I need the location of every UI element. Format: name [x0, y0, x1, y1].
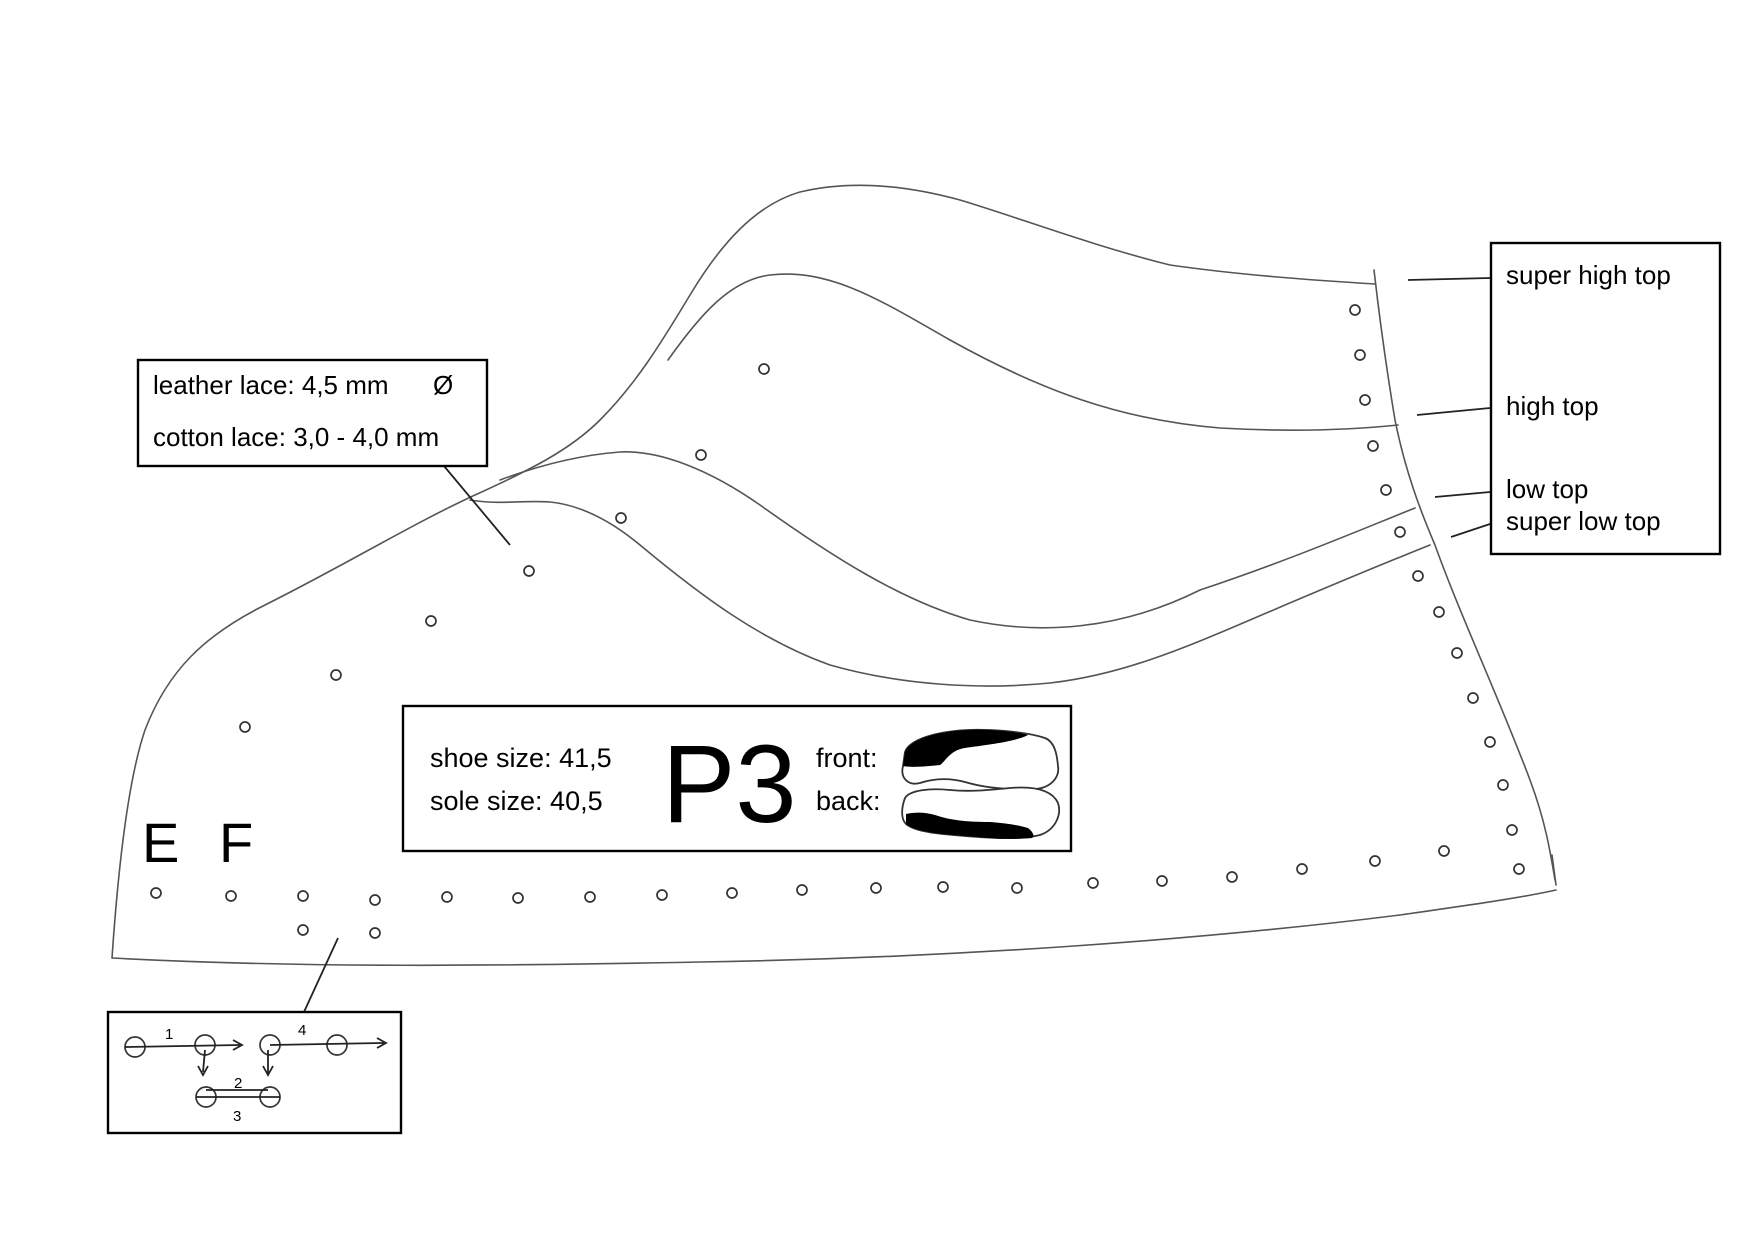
- eyelet-hole: [1369, 855, 1381, 867]
- eyelet-hole: [1513, 863, 1525, 875]
- eyelet-hole: [796, 884, 808, 896]
- eyelet-hole: [1354, 349, 1366, 361]
- eyelet-hole: [726, 887, 738, 899]
- eyelet-hole: [1497, 779, 1509, 791]
- eyelet-hole: [330, 669, 342, 681]
- eyelet-hole: [870, 882, 882, 894]
- eyelet-hole: [1296, 863, 1308, 875]
- lacing-step-3: 3: [233, 1108, 241, 1125]
- diameter-symbol: Ø: [433, 370, 453, 400]
- eyelet-hole: [1467, 692, 1479, 704]
- eyelet-hole: [1451, 647, 1463, 659]
- eyelet-hole: [369, 927, 381, 939]
- lacing-step-1: 1: [165, 1026, 173, 1043]
- eyelet-hole: [441, 891, 453, 903]
- eyelet-hole: [1367, 440, 1379, 452]
- eyelet-hole: [225, 890, 237, 902]
- pattern-code: P3: [662, 723, 797, 846]
- eyelet-hole: [1433, 606, 1445, 618]
- letter-f: F: [219, 811, 253, 874]
- eyelet-hole: [1087, 877, 1099, 889]
- eyelet-hole: [1156, 875, 1168, 887]
- high-top-line: [667, 273, 1399, 431]
- heel-edge-cap: [1551, 854, 1557, 886]
- cotton-lace-text: cotton lace: 3,0 - 4,0 mm: [153, 422, 439, 452]
- eyelet-hole: [369, 894, 381, 906]
- super-high-top-leader: [1407, 277, 1491, 281]
- low-top-label: low top: [1506, 474, 1588, 504]
- super-high-top-label: super high top: [1506, 260, 1671, 290]
- super-low-top-line: [469, 499, 1431, 687]
- eyelet-holes: [150, 304, 1525, 939]
- lacing-instruction-box: 1 2 3 4: [106, 1010, 403, 1135]
- height-labels-box: super high top high top low top super lo…: [1489, 241, 1722, 556]
- sole-size-text: sole size: 40,5: [430, 786, 603, 816]
- eyelet-hole: [1438, 845, 1450, 857]
- front-label: front:: [816, 743, 878, 773]
- lacing-hole: [326, 1034, 348, 1056]
- super-low-top-leader: [1450, 523, 1491, 538]
- eyelet-hole: [1359, 394, 1371, 406]
- lace-info-box: leather lace: 4,5 mm Ø cotton lace: 3,0 …: [136, 358, 489, 468]
- eyelet-hole: [615, 512, 627, 524]
- lacing-box-leader: [303, 937, 339, 1013]
- eyelet-hole: [656, 889, 668, 901]
- eyelet-hole: [937, 881, 949, 893]
- low-top-line: [499, 451, 1416, 629]
- eyelet-hole: [584, 891, 596, 903]
- shoe-outline: [111, 184, 1557, 967]
- high-top-label: high top: [1506, 391, 1599, 421]
- eyelet-hole: [425, 615, 437, 627]
- low-top-leader: [1434, 491, 1491, 498]
- eyelet-hole: [297, 924, 309, 936]
- eyelet-hole: [1394, 526, 1406, 538]
- shoe-size-text: shoe size: 41,5: [430, 743, 612, 773]
- lacing-box-frame: [106, 1010, 403, 1135]
- super-low-top-label: super low top: [1506, 506, 1661, 536]
- eyelet-hole: [1011, 882, 1023, 894]
- leather-lace-text: leather lace: 4,5 mm: [153, 370, 389, 400]
- back-label: back:: [816, 786, 881, 816]
- eyelet-hole: [1380, 484, 1392, 496]
- heel-edge: [1373, 269, 1556, 881]
- eyelet-hole: [297, 890, 309, 902]
- letter-e: E: [142, 811, 179, 874]
- vamp-outline: [111, 184, 1376, 959]
- eyelet-hole: [1412, 570, 1424, 582]
- lacing-step-4: 4: [298, 1022, 306, 1039]
- back-sole-icon: [901, 786, 1060, 840]
- eyelet-hole: [758, 363, 770, 375]
- height-box-frame: [1489, 241, 1722, 556]
- sole-line: [111, 889, 1557, 967]
- eyelet-hole: [512, 892, 524, 904]
- eyelet-hole: [695, 449, 707, 461]
- front-sole-icon: [901, 728, 1060, 791]
- lace-box-frame: [136, 358, 489, 468]
- lacing-step-2: 2: [234, 1075, 242, 1092]
- eyelet-hole: [1226, 871, 1238, 883]
- lace-box-leader: [443, 465, 511, 546]
- eyelet-hole: [239, 721, 251, 733]
- leader-lines: [303, 277, 1491, 1013]
- eyelet-hole: [1349, 304, 1361, 316]
- eyelet-hole: [1484, 736, 1496, 748]
- high-top-leader: [1416, 407, 1491, 416]
- size-info-box: shoe size: 41,5 sole size: 40,5 P3 front…: [401, 704, 1073, 853]
- eyelet-hole: [523, 565, 535, 577]
- eyelet-hole: [150, 887, 162, 899]
- eyelet-hole: [1506, 824, 1518, 836]
